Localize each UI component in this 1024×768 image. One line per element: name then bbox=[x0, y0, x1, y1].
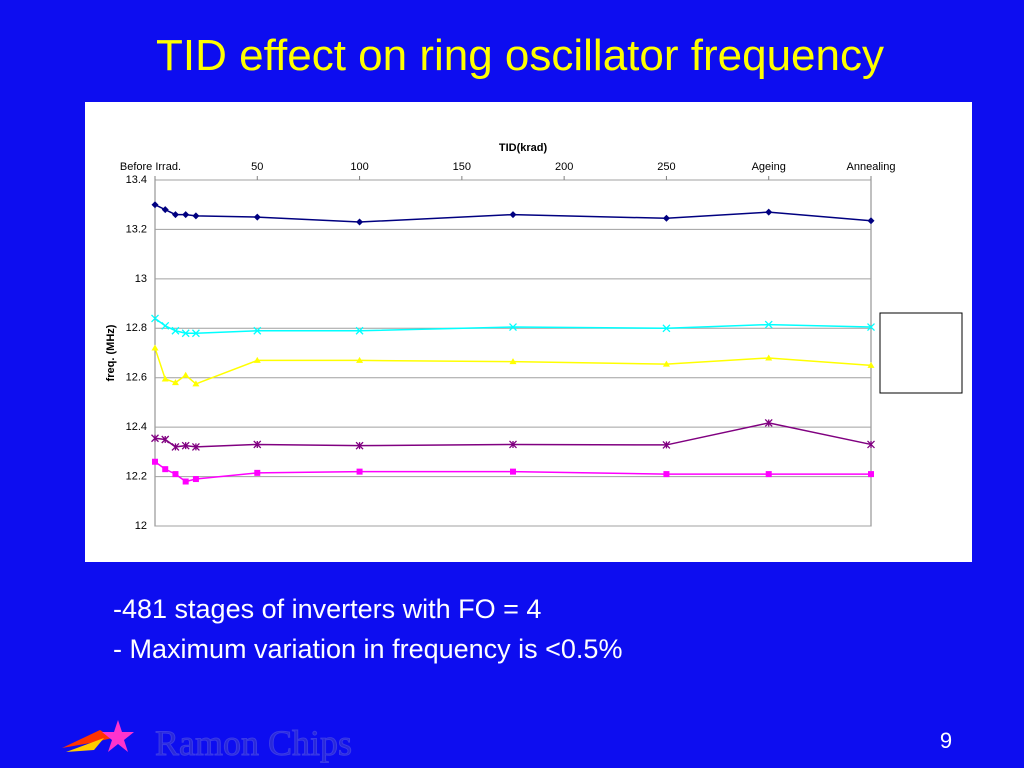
y-tick-label: 12.6 bbox=[126, 372, 147, 384]
marker bbox=[356, 468, 363, 475]
y-tick-label: 12.2 bbox=[126, 470, 147, 482]
marker bbox=[509, 358, 517, 365]
x-tick-label: Before Irrad. bbox=[120, 161, 181, 173]
marker bbox=[764, 418, 773, 427]
y-tick-label: 13 bbox=[135, 273, 147, 285]
slide-title: TID effect on ring oscillator frequency bbox=[156, 31, 884, 80]
marker bbox=[867, 217, 875, 225]
marker bbox=[253, 326, 262, 335]
y-tick-label: 12.4 bbox=[126, 421, 147, 433]
marker bbox=[152, 458, 158, 465]
marker bbox=[161, 435, 170, 444]
marker bbox=[867, 440, 875, 449]
marker bbox=[181, 329, 190, 338]
marker bbox=[662, 214, 670, 222]
marker bbox=[161, 206, 169, 214]
marker bbox=[663, 471, 670, 478]
bullet: -481 stages of inverters with FO = 4 bbox=[113, 594, 541, 624]
page-number: 9 bbox=[940, 728, 952, 753]
marker bbox=[509, 211, 517, 219]
marker bbox=[253, 213, 261, 221]
y-axis-title: freq. (MHz) bbox=[105, 324, 117, 381]
marker bbox=[662, 324, 671, 333]
marker bbox=[765, 208, 773, 216]
marker bbox=[509, 440, 517, 449]
marker bbox=[765, 471, 772, 478]
marker bbox=[182, 211, 190, 219]
marker bbox=[867, 361, 875, 368]
logo-text: Ramon Chips bbox=[155, 723, 352, 763]
marker bbox=[181, 441, 190, 450]
x-axis-title: TID(krad) bbox=[499, 142, 548, 154]
marker bbox=[191, 329, 200, 338]
marker bbox=[162, 466, 169, 473]
marker bbox=[355, 326, 364, 335]
x-tick-label: 50 bbox=[251, 161, 263, 173]
logo bbox=[62, 720, 134, 752]
marker bbox=[662, 360, 670, 367]
marker bbox=[356, 218, 364, 226]
marker bbox=[510, 468, 516, 475]
bullet: - Maximum variation in frequency is <0.5… bbox=[113, 634, 622, 664]
marker bbox=[355, 441, 364, 450]
x-tick-label: Ageing bbox=[752, 161, 786, 173]
x-tick-label: 100 bbox=[350, 161, 368, 173]
marker bbox=[356, 356, 364, 363]
marker bbox=[191, 442, 200, 451]
marker bbox=[151, 314, 159, 323]
marker bbox=[867, 323, 875, 332]
marker bbox=[172, 471, 179, 478]
marker bbox=[171, 211, 179, 219]
marker bbox=[182, 371, 190, 378]
x-tick-label: 250 bbox=[657, 161, 675, 173]
legend-box bbox=[879, 312, 963, 394]
y-tick-label: 13.4 bbox=[126, 174, 147, 186]
y-tick-label: 12.8 bbox=[126, 322, 147, 334]
marker bbox=[253, 356, 261, 363]
x-tick-label: 150 bbox=[453, 161, 471, 173]
marker bbox=[509, 323, 517, 332]
marker bbox=[151, 201, 159, 209]
marker bbox=[182, 478, 189, 485]
y-tick-label: 13.2 bbox=[126, 223, 147, 235]
marker bbox=[192, 380, 200, 387]
marker bbox=[868, 471, 874, 478]
marker bbox=[151, 434, 159, 443]
marker bbox=[161, 375, 169, 382]
marker bbox=[254, 469, 261, 476]
x-tick-label: Annealing bbox=[847, 161, 896, 173]
marker bbox=[161, 321, 170, 330]
marker bbox=[151, 344, 159, 351]
marker bbox=[192, 476, 199, 483]
marker bbox=[171, 379, 179, 386]
marker bbox=[765, 354, 773, 361]
plot-area bbox=[154, 179, 872, 527]
marker bbox=[171, 442, 180, 451]
marker bbox=[253, 440, 262, 449]
y-tick-label: 12 bbox=[135, 520, 147, 532]
x-tick-label: 200 bbox=[555, 161, 573, 173]
marker bbox=[171, 326, 180, 335]
marker bbox=[764, 320, 773, 329]
marker bbox=[662, 440, 671, 449]
marker bbox=[192, 212, 200, 220]
